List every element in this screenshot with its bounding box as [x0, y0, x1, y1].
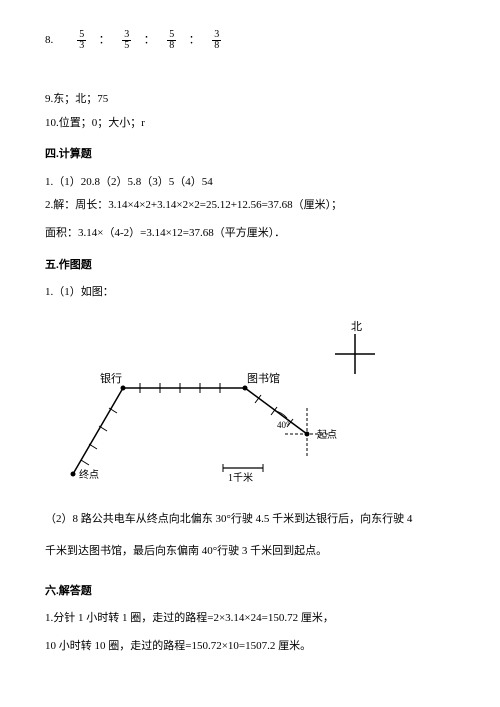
sec4-heading: 四.计算题 — [45, 146, 455, 164]
start-label: 起点 — [317, 429, 337, 441]
q9: 9.东；北；75 — [45, 91, 455, 109]
sec4-line2: 2.解：周长：3.14×4×2+3.14×2×2=25.12+12.56=37.… — [45, 197, 455, 215]
sec4-line1: 1.（1）20.8（2）5.8（3）5（4）54 — [45, 174, 455, 192]
frac-1: 5 3 — [77, 30, 86, 51]
sep-1: ： — [94, 32, 114, 50]
route-diagram: 北 银行 图书馆 40° 起点 终点 1千米 — [45, 316, 455, 498]
sep-2: ： — [139, 32, 159, 50]
sec6-line1: 1.分针 1 小时转 1 圈，走过的路程=2×3.14×24=150.72 厘米… — [45, 610, 455, 628]
angle-label: 40° — [277, 420, 290, 430]
sec5-heading: 五.作图题 — [45, 257, 455, 275]
q10: 10.位置；0；大小；r — [45, 115, 455, 133]
q8-fractions: 8. 5 3 ： 3 5 ： 5 8 ： 3 8 — [45, 30, 455, 51]
q8-label: 8. — [45, 32, 53, 50]
library-label: 图书馆 — [247, 371, 280, 385]
sep-3: ： — [184, 32, 204, 50]
sec6-line2: 10 小时转 10 圈，走过的路程=150.72×10=1507.2 厘米。 — [45, 638, 455, 656]
end-label: 终点 — [79, 468, 99, 481]
sec5-line2: （2）8 路公共电车从终点向北偏东 30°行驶 4.5 千米到达银行后，向东行驶… — [45, 511, 455, 529]
frac-2: 3 5 — [122, 30, 131, 51]
north-label: 北 — [351, 320, 362, 333]
sec5-line3: 千米到达图书馆，最后向东偏南 40°行驶 3 千米回到起点。 — [45, 543, 455, 561]
frac-3: 5 8 — [167, 30, 176, 51]
scale-label: 1千米 — [228, 471, 253, 484]
sec4-line3: 面积：3.14×（4-2）=3.14×12=37.68（平方厘米）． — [45, 225, 455, 243]
sec5-line1: 1.（1）如图： — [45, 284, 455, 302]
frac-4: 3 8 — [212, 30, 221, 51]
sec6-heading: 六.解答题 — [45, 583, 455, 601]
bank-label: 银行 — [100, 371, 122, 385]
